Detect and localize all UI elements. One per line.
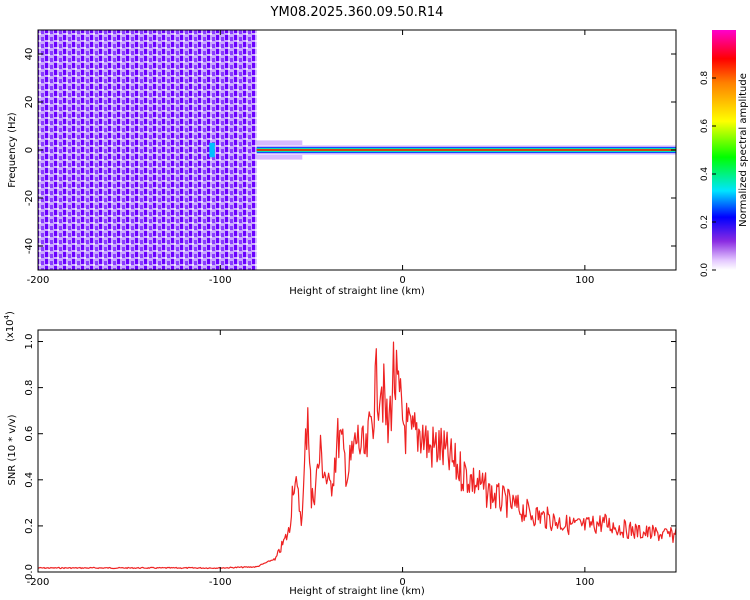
colorbar-tick-label: 0.8 (700, 71, 710, 86)
x-tick-label: 100 (575, 577, 594, 588)
y-tick-label: 0 (24, 147, 35, 153)
snr-frame (37, 329, 677, 573)
signal-band-4 (256, 149, 676, 151)
scale-factor: (x104) (3, 311, 16, 342)
colorbar-label: Normalized spectral amplitude (738, 73, 749, 227)
x-tick-label: -200 (27, 577, 50, 588)
chart-title: YM08.2025.360.09.50.R14 (270, 5, 444, 20)
snr-panel: -200 -100 0 100 0.0 0.2 0.4 0.6 0.8 1.0 Height o… (3, 311, 677, 597)
scale-factor-close: ) (5, 311, 16, 315)
colorbar-gradient (712, 30, 736, 270)
y-tick-label: 0.2 (24, 518, 35, 534)
y-tick-label: 1.0 (24, 334, 35, 350)
y-tick-label: -20 (24, 190, 35, 206)
top-x-axis: -200 -100 0 100 (27, 30, 594, 286)
scale-factor-base: (x10 (5, 319, 16, 342)
x-tick-label: -100 (209, 275, 232, 286)
colorbar-tick-label: 0.4 (700, 167, 710, 182)
colorbar-tick-label: 0.0 (700, 263, 710, 278)
colorbar: 0.0 0.2 0.4 0.6 0.8 Normalized spectral ampl… (700, 30, 749, 277)
colorbar-axis: 0.0 0.2 0.4 0.6 0.8 (700, 71, 716, 278)
bottom-x-axis: -200 -100 0 100 (27, 330, 594, 588)
snr-series-line (38, 341, 676, 570)
bottom-y-axis-label: SNR (10 * v/v) (7, 414, 18, 485)
y-tick-label: 20 (24, 96, 35, 109)
x-tick-label: -200 (27, 275, 50, 286)
x-tick-label: 0 (399, 577, 405, 588)
signal-spot (209, 142, 215, 158)
bottom-y-axis: 0.0 0.2 0.4 0.6 0.8 1.0 (24, 334, 676, 580)
x-tick-label: 100 (575, 275, 594, 286)
y-tick-label: -40 (24, 238, 35, 254)
noise-region (38, 30, 257, 270)
bottom-x-axis-label: Height of straight line (km) (289, 586, 425, 597)
scale-factor-exponent: 4 (3, 314, 11, 319)
x-tick-label: -100 (209, 577, 232, 588)
y-tick-label: 0.6 (24, 426, 35, 442)
y-tick-label: 0.0 (24, 564, 35, 580)
svg-text:(x104): (x104) (3, 311, 16, 342)
colorbar-tick-label: 0.2 (700, 215, 710, 229)
y-tick-label: 40 (24, 48, 35, 61)
colorbar-tick-label: 0.6 (700, 119, 710, 134)
y-tick-label: 0.8 (24, 380, 35, 396)
top-y-axis-label: Frequency (Hz) (7, 112, 18, 188)
top-x-axis-label: Height of straight line (km) (289, 286, 425, 297)
heatmap-layer (38, 30, 676, 270)
x-tick-label: 0 (399, 275, 405, 286)
y-tick-label: 0.4 (24, 472, 35, 488)
top-y-axis: -40 -20 0 20 40 (24, 48, 676, 254)
